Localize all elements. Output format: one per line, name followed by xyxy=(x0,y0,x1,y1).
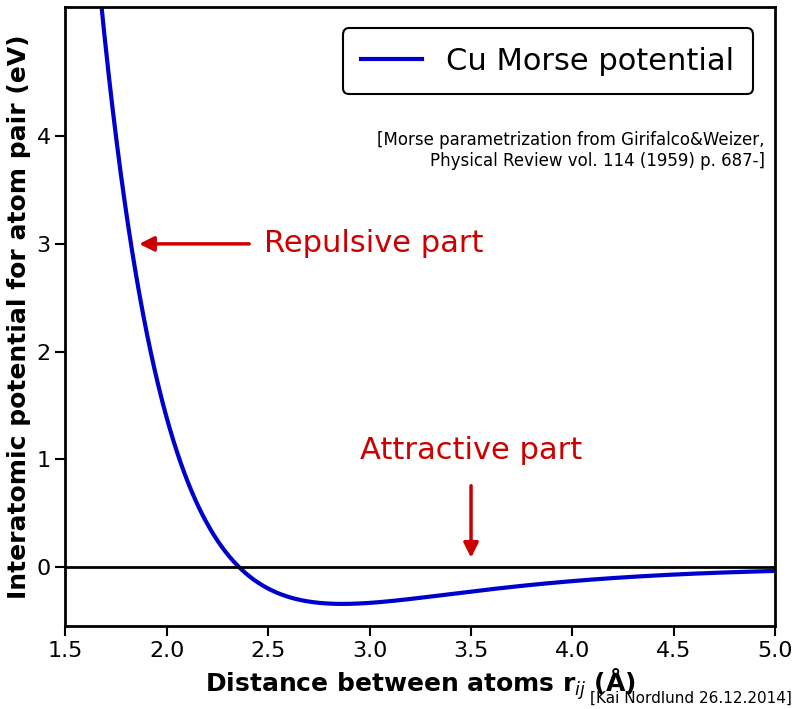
Cu Morse potential xyxy=(770,566,780,575)
Cu Morse potential xyxy=(757,567,766,576)
Text: [Morse parametrization from Girifalco&Weizer,
Physical Review vol. 114 (1959) p.: [Morse parametrization from Girifalco&We… xyxy=(377,130,765,169)
Y-axis label: Interatomic potential for atom pair (eV): Interatomic potential for atom pair (eV) xyxy=(7,34,31,599)
Text: Attractive part: Attractive part xyxy=(360,435,582,464)
Cu Morse potential xyxy=(682,570,691,579)
Cu Morse potential xyxy=(338,600,347,608)
Text: [Kai Nordlund 26.12.2014]: [Kai Nordlund 26.12.2014] xyxy=(590,691,792,705)
Cu Morse potential xyxy=(152,376,162,384)
Cu Morse potential xyxy=(370,598,380,607)
Text: Repulsive part: Repulsive part xyxy=(264,230,484,258)
Line: Cu Morse potential: Cu Morse potential xyxy=(78,0,775,604)
Legend: Cu Morse potential: Cu Morse potential xyxy=(342,28,753,94)
Cu Morse potential xyxy=(194,503,203,511)
X-axis label: Distance between atoms r$_{ij}$ (Å): Distance between atoms r$_{ij}$ (Å) xyxy=(205,666,636,702)
Cu Morse potential xyxy=(341,600,350,608)
